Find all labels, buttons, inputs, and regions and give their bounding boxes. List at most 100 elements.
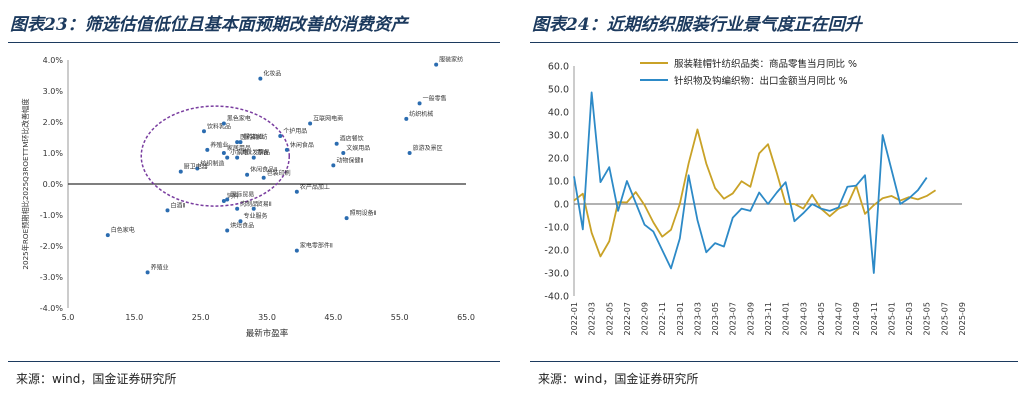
scatter-y-tick-label: 3.0% <box>43 87 64 96</box>
scatter-y-tick-label: 4.0% <box>43 56 64 65</box>
scatter-point <box>105 233 110 238</box>
line-x-tick-label: 2022-01 <box>570 302 579 335</box>
scatter-point <box>284 147 289 152</box>
line-x-tick-label: 2024-11 <box>870 302 879 335</box>
scatter-point <box>261 175 266 180</box>
legend-label: 针织物及钩编织物：出口金额当月同比 % <box>674 75 848 87</box>
scatter-point <box>235 206 240 211</box>
line-x-tick-label: 2022-11 <box>658 302 667 335</box>
scatter-x-tick-label: 65.0 <box>457 313 475 322</box>
line-x-tick-label: 2023-01 <box>676 302 685 335</box>
line-x-tick-label: 2025-03 <box>905 302 914 335</box>
scatter-point <box>221 151 226 155</box>
line-x-tick-label: 2023-11 <box>764 302 773 335</box>
right-title-rule <box>530 42 1018 43</box>
scatter-point <box>344 216 349 221</box>
scatter-point <box>221 121 226 126</box>
scatter-x-tick-label: 45.0 <box>324 313 342 322</box>
left-chart-panel: 图表23：筛选估值低位且基本面预期改善的消费资产 4.0% 3.0% 2.0% 1.0… <box>0 0 506 401</box>
scatter-point-label: 黑色家电 <box>227 115 251 123</box>
scatter-point-label: 零食 <box>257 149 269 157</box>
scatter-point-label: 小家电 <box>230 149 248 157</box>
scatter-point <box>225 197 230 202</box>
line-x-tick-label: 2025-07 <box>940 302 949 335</box>
scatter-point <box>238 219 243 224</box>
right-chart-panel: 图表24：近期纺织服装行业景气度正在回升 60.0 50.0 40.0 30.0 20.… <box>522 0 1024 401</box>
scatter-x-tick-label: 15.0 <box>125 313 143 322</box>
scatter-point-label: 厨卫电器 <box>184 163 208 171</box>
scatter-point <box>334 141 339 146</box>
scatter-y-tick-label: -2.0% <box>40 242 64 251</box>
line-y-tick-label: -10.0 <box>544 223 569 234</box>
line-y-tick-label: 10.0 <box>548 177 569 188</box>
left-source-note: 来源：wind，国金证券研究所 <box>16 372 177 386</box>
scatter-point-label: 服装家纺 <box>439 56 463 64</box>
scatter-point <box>251 206 256 211</box>
scatter-point-label: 烘焙食品 <box>230 222 254 230</box>
line-y-tick-label: -30.0 <box>544 269 569 280</box>
scatter-point <box>294 248 299 253</box>
scatter-point <box>407 151 412 155</box>
scatter-point <box>205 147 210 152</box>
scatter-point <box>404 116 409 121</box>
scatter-point-label: 国际贸易 <box>230 191 254 199</box>
line-x-tick-label: 2022-05 <box>605 302 614 335</box>
scatter-point-label: 白色家电 <box>111 226 135 234</box>
line-x-tick-label: 2024-01 <box>782 302 791 335</box>
scatter-point-label: 酒店餐饮 <box>340 135 364 143</box>
right-source-rule <box>530 361 1018 362</box>
scatter-point-label: 个护用品 <box>283 127 307 135</box>
line-x-tick-label: 2024-03 <box>799 302 808 335</box>
scatter-point <box>145 270 150 275</box>
scatter-point <box>258 76 263 81</box>
scatter-point-label: 旅游及景区 <box>413 144 443 152</box>
line-y-tick-label: -40.0 <box>544 292 569 303</box>
scatter-point <box>195 166 200 171</box>
scatter-point <box>417 101 422 106</box>
line-x-tick-label: 2023-09 <box>746 302 755 335</box>
scatter-point-label: 医药商业 <box>240 133 264 141</box>
scatter-point-label: 服装家纺 <box>243 133 267 141</box>
line-series-1 <box>573 128 937 258</box>
line-x-tick-label: 2025-05 <box>923 302 932 335</box>
left-title-rule <box>8 42 500 43</box>
line-x-tick-label: 2022-03 <box>588 302 597 335</box>
line-x-tick-label: 2024-05 <box>817 302 826 335</box>
scatter-y-tick-label: -1.0% <box>40 211 64 220</box>
scatter-point-label: 包装印刷 <box>267 169 291 177</box>
scatter-point-label: 动物保健Ⅱ <box>336 156 363 164</box>
scatter-point-label: 文娱用品 <box>346 144 370 152</box>
line-x-tick-label: 2024-09 <box>852 302 861 335</box>
scatter-point <box>225 155 230 160</box>
scatter-x-axis-title: 最新市盈率 <box>246 328 289 339</box>
scatter-point <box>278 133 283 138</box>
scatter-x-tick-label: 35.0 <box>258 313 276 322</box>
scatter-point-label: 化妆品 <box>263 70 281 78</box>
scatter-y-tick-label: 1.0% <box>43 149 64 158</box>
scatter-point-label: 家居用品 <box>227 144 251 152</box>
line-x-tick-label: 2023-03 <box>693 302 702 335</box>
scatter-point <box>308 121 313 126</box>
scatter-point-label: 养殖业 <box>151 263 169 271</box>
line-x-tick-label: 2025-01 <box>887 302 896 335</box>
highlight-ellipse <box>140 105 291 207</box>
scatter-point-label: 照明设备Ⅱ <box>350 209 377 217</box>
scatter-point-label: 农产品加工 <box>300 183 330 191</box>
scatter-point-label: 纺织机械 <box>409 110 433 118</box>
scatter-x-tick-label: 25.0 <box>192 313 210 322</box>
line-series-2 <box>573 91 928 274</box>
line-chart: 60.0 50.0 40.0 30.0 20.0 10.0 0.0 -10.0 -20.0 -30… <box>544 58 967 335</box>
scatter-y-tick-label: 2.0% <box>43 118 64 127</box>
scatter-point <box>165 208 170 213</box>
scatter-point-label: 养殖业 <box>210 141 228 149</box>
scatter-point <box>178 169 183 174</box>
scatter-point <box>225 228 230 233</box>
scatter-point-label: 家电零部件Ⅱ <box>300 242 333 250</box>
right-source-note: 来源：wind，国金证券研究所 <box>538 372 699 386</box>
line-y-tick-label: -20.0 <box>544 246 569 257</box>
scatter-point-label: 互联网电商 <box>313 115 343 123</box>
left-source-rule <box>8 361 500 362</box>
scatter-y-tick-label: -4.0% <box>40 304 64 313</box>
line-y-tick-label: 50.0 <box>548 85 569 96</box>
scatter-point-label: 专业服务 <box>243 212 267 220</box>
